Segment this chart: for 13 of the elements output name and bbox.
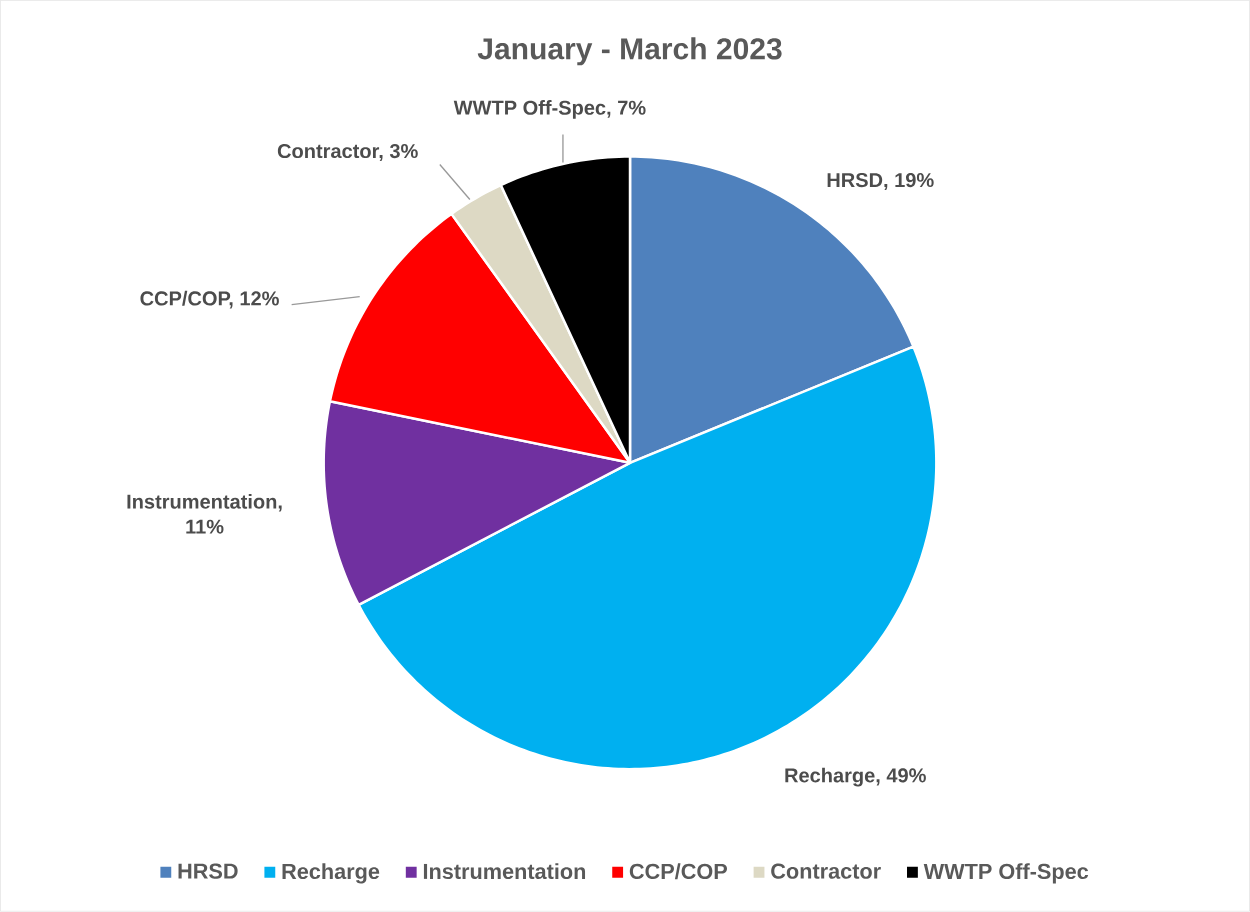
legend-label: Recharge [282, 863, 380, 884]
legend-label: HRSD [178, 863, 238, 879]
chart-title: January - March 2023 [477, 37, 782, 66]
legend-label: CCP/COP [629, 863, 728, 880]
legend-label: WWTP Off-Spec [923, 863, 1089, 884]
data-label: Recharge, 49% [785, 767, 926, 787]
data-label: HRSD, 19% [827, 173, 934, 191]
data-label: CCP/COP, 12% [140, 291, 279, 309]
legend-label: Contractor [771, 863, 881, 879]
data-label: Instrumentation, 11% [127, 494, 282, 534]
data-label: Contractor, 3% [277, 144, 418, 162]
legend-label: Instrumentation [423, 863, 586, 880]
data-label: WWTP Off-Spec, 7% [453, 100, 646, 119]
